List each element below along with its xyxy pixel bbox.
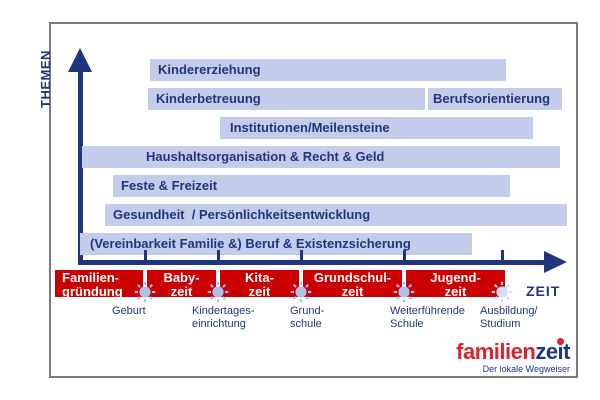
milestone-label: Grund- schule [290,305,325,330]
theme-bar: Feste & Freizeit [113,175,510,197]
theme-bar: Berufsorientierung [428,88,562,110]
theme-bar: Kindererziehung [150,59,506,81]
themes-axis-line [78,70,83,265]
milestone-label: Geburt [112,305,146,317]
phase-label-line1: Familien- [62,270,120,285]
phase-label-line1: Jugend- [430,270,481,285]
theme-bar: Institutionen/Meilensteine [220,117,533,139]
y-axis-label: THEMEN [38,50,53,108]
sun-icon [207,281,229,303]
brand-tagline: Der lokale Wegweiser [482,364,570,374]
phase-label-line2: gründung [62,283,123,299]
brand-logo-wordmark: familienzeit [456,338,570,364]
phase-segment: Jugend-zeit [404,268,507,299]
diagram-frame [49,22,578,378]
phase-label-line1: Baby- [163,270,200,285]
phase-label-line1: Grundschul- [313,270,392,285]
axis-tick [402,250,406,262]
sun-icon [393,281,415,303]
logo-part-zeit: zeit [535,338,570,364]
phase-label-line2: zeit [170,283,193,299]
time-axis-line [78,260,545,265]
sun-icon [134,281,156,303]
brand-logo: familienzeit Der lokale Wegweiser [456,338,570,374]
phase-label-line1: Kita- [245,270,274,285]
axis-tick [299,250,303,262]
time-axis-arrowhead [544,251,567,273]
phase-segment: Kita-zeit [218,268,301,299]
themes-axis-arrowhead [68,48,92,72]
theme-bar-label: Kindererziehung [158,62,261,77]
axis-tick [143,250,147,262]
theme-bar-label: Haushaltsorganisation & Recht & Geld [146,149,385,164]
theme-bar-label: Institutionen/Meilensteine [230,120,390,135]
theme-bar: Kinderbetreuung [148,88,425,110]
phase-segment: Grundschul-zeit [301,268,404,299]
sun-icon [290,281,312,303]
axis-tick [216,250,220,262]
axis-tick [500,250,504,262]
theme-bar: (Vereinbarkeit Familie &) Beruf & Existe… [80,233,472,255]
phase-segment: Baby-zeit [145,268,218,299]
theme-bar: Gesundheit / Persönlichkeitsentwicklung [105,204,567,226]
theme-bar-label: Berufsorientierung [433,91,551,106]
milestone-label: Weiterführende Schule [390,305,466,330]
milestone-label: Kindertages- einrichtung [192,305,255,330]
logo-zeit-text: zeit [535,339,570,364]
theme-bar-label: Feste & Freizeit [121,178,218,193]
phase-label-line2: zeit [341,283,364,299]
theme-bar: Haushaltsorganisation & Recht & Geld [82,146,560,168]
phase-label-line2: zeit [444,283,467,299]
phase-label-line2: zeit [248,283,271,299]
theme-bar-label: Kinderbetreuung [156,91,261,106]
logo-i-dot-icon [556,338,564,345]
milestone-label: Ausbildung/ Studium [480,305,538,330]
theme-bar-label: Gesundheit / Persönlichkeitsentwicklung [113,207,371,222]
theme-bar-label: (Vereinbarkeit Familie &) Beruf & Existe… [90,236,411,251]
logo-part-familien: familien [456,339,536,364]
sun-icon [491,281,513,303]
x-axis-label: ZEIT [526,283,561,299]
phase-segment: Familien-gründung [53,268,145,299]
